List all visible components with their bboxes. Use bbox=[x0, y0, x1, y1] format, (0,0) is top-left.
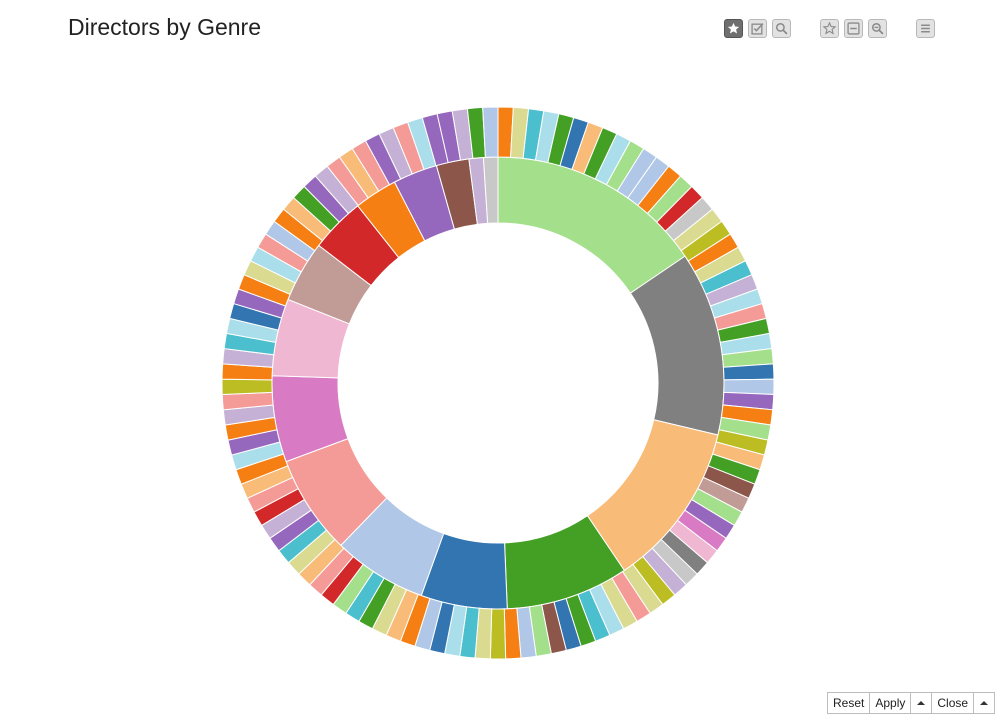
director-slice[interactable] bbox=[221, 378, 273, 396]
director-slice[interactable] bbox=[482, 106, 499, 158]
minus-box-icon[interactable] bbox=[844, 19, 863, 38]
apply-button[interactable]: Apply bbox=[870, 693, 912, 713]
star-icon[interactable] bbox=[724, 19, 743, 38]
director-slice[interactable] bbox=[489, 608, 507, 660]
close-button[interactable]: Close bbox=[932, 693, 975, 713]
checkbox-icon[interactable] bbox=[748, 19, 767, 38]
search-icon[interactable] bbox=[772, 19, 791, 38]
close-arrow-icon[interactable] bbox=[974, 693, 994, 713]
chart-title: Directors by Genre bbox=[68, 14, 262, 40]
director-slice[interactable] bbox=[723, 378, 775, 396]
apply-arrow-icon[interactable] bbox=[911, 693, 933, 713]
star-outline-icon[interactable] bbox=[820, 19, 839, 38]
reset-button[interactable]: Reset bbox=[828, 693, 871, 713]
zoom-out-icon[interactable] bbox=[868, 19, 887, 38]
bottom-toolbar: Reset Apply Close bbox=[827, 692, 996, 714]
menu-icon[interactable] bbox=[916, 19, 935, 38]
